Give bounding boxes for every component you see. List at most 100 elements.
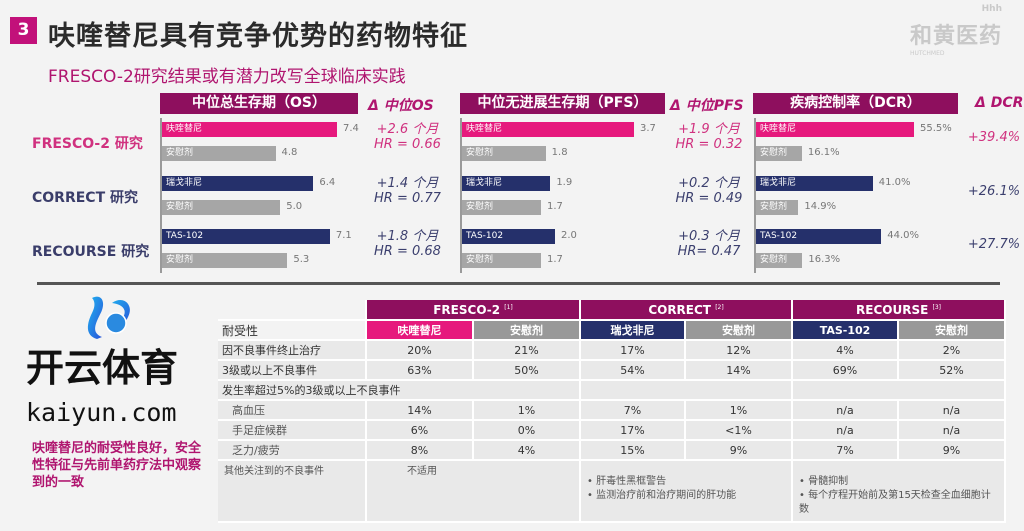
study-label-correct: CORRECT 研究 [32,190,138,206]
study-name: CORRECT [648,302,711,317]
delta-value: +0.3 个月 [678,229,740,244]
placebo-bar: 安慰剂 [162,253,288,268]
placebo-bar: 安慰剂 [756,253,803,268]
drug-value-label: 3.7 [640,123,656,134]
placebo-bar: 安慰剂 [162,200,281,215]
watermark-cn: 开云体育 [26,346,178,390]
bullet-item: • 监测治疗前和治疗期间的肝功能 [587,490,737,501]
delta-annotation: +1.8 个月 HR = 0.68 [370,229,445,259]
row-label: 高血压 [218,400,367,421]
delta-annotation: +0.2 个月 HR = 0.49 [670,176,748,206]
placebo-value-label: 5.3 [293,254,310,265]
other-ae-fresco2: 不适用 [366,460,581,523]
arm-header: 安慰剂 [685,320,793,341]
logo-en: HUTCHMED [909,50,945,57]
table-row: 因不良事件终止治疗 20% 21% 17% 12% 4% 2% [218,340,1006,361]
bullet-item: • 肝毒性黑框警告 [587,476,667,487]
table-row: 发生率超过5%的3级或以上不良事件 [218,380,1006,401]
table-row: 高血压 14% 1% 7% 1% n/a n/a [218,400,1006,421]
other-ae-correct: • 肝毒性黑框警告 • 监测治疗前和治疗期间的肝功能 [580,460,793,523]
bullet-text: 肝毒性黑框警告 [596,476,667,487]
other-ae-recourse: • 骨髓抑制 • 每个疗程开始前及第15天检查全血细胞计数 [792,460,1006,523]
drug-bar: 呋喹替尼 [462,122,634,137]
bullet-item: • 骨髓抑制 [799,476,849,487]
hutchmed-logo: Hhh 和黄医药 HUTCHMED [909,4,1002,57]
drug-bar: 瑞戈非尼 [756,176,873,191]
table-cell: 4% [792,340,899,361]
table-row: 3级或以上不良事件 63% 50% 54% 14% 69% 52% [218,360,1006,381]
row-label: 因不良事件终止治疗 [218,340,367,361]
delta-annotation: +26.1% [966,184,1022,199]
study-name: FRESCO-2 [433,302,501,317]
delta-value: +26.1% [967,184,1021,199]
section-divider [37,282,1000,285]
arm-header: 安慰剂 [473,320,581,341]
table-cell-empty [580,380,793,401]
study-header-fresco2: FRESCO-2 [1] [366,300,581,321]
placebo-value-label: 4.8 [281,147,298,158]
placebo-value-label: 1.7 [547,201,563,212]
table-cell: 17% [580,340,686,361]
placebo-value-label: 16.1% [807,147,840,158]
arm-header: 瑞戈非尼 [580,320,686,341]
drug-bar: 瑞戈非尼 [162,176,314,191]
delta-annotation: +27.7% [966,237,1022,252]
delta-annotation: +1.4 个月 HR = 0.77 [370,176,445,206]
table-cell: 14% [685,360,793,381]
table-cell: 52% [898,360,1006,381]
table-cell: 21% [473,340,581,361]
delta-value: +0.2 个月 [678,176,740,191]
study-ref: [1] [504,303,513,311]
placebo-bar: 安慰剂 [162,146,276,161]
drug-value-label: 7.4 [343,123,359,134]
chart-title: 疾病控制率（DCR） [753,93,958,114]
placebo-value-label: 14.9% [804,201,837,212]
bullet-text: 骨髓抑制 [808,476,849,487]
drug-value-label: 2.0 [560,230,577,241]
row-label: 手足症候群 [218,420,367,441]
chart-axis [460,118,462,273]
section-number-badge: 3 [10,17,37,44]
hazard-ratio: HR = 0.49 [675,191,743,206]
delta-column-title: Δ 中位OS [368,98,434,114]
table-cell: n/a [898,420,1006,441]
delta-value: +1.8 个月 [376,229,439,244]
chart-title: 中位无进展生存期（PFS） [460,93,665,114]
chart-axis [160,118,162,273]
delta-column-title: Δ DCR [975,95,1024,111]
delta-annotation: +1.9 个月 HR = 0.32 [670,122,748,152]
placebo-value-label: 1.7 [547,254,563,265]
table-cell: 1% [685,400,793,421]
table-corner [218,300,367,321]
placebo-value-label: 1.8 [551,147,568,158]
tolerability-table: FRESCO-2 [1] CORRECT [2] RECOURSE [3] 耐受… [218,300,1006,523]
study-ref: [3] [932,303,941,311]
kaiyun-watermark: 开云体育 kaiyun.com [22,293,214,437]
drug-value-label: 1.9 [556,177,573,188]
table-cell: 63% [366,360,474,381]
table-cell: 15% [580,440,686,461]
table-cell: 2% [898,340,1006,361]
drug-value-label: 44.0% [887,230,920,241]
chart-axis [754,118,756,273]
table-cell: n/a [792,420,899,441]
table-cell: 8% [366,440,474,461]
table-cell: 4% [473,440,581,461]
table-corner-label: 耐受性 [218,320,367,341]
placebo-bar: 安慰剂 [462,253,542,268]
hazard-ratio: HR = 0.77 [374,191,441,206]
table-cell: 12% [685,340,793,361]
watermark-en: kaiyun.com [26,398,177,427]
bullet-text: 监测治疗前和治疗期间的肝功能 [596,490,737,501]
table-cell-empty [792,380,1006,401]
drug-value-label: 55.5% [920,123,952,134]
hazard-ratio: HR = 0.68 [374,244,441,259]
drug-bar: TAS-102 [756,229,882,244]
study-name: RECOURSE [856,302,929,317]
table-cell: 17% [580,420,686,441]
placebo-bar: 安慰剂 [756,200,799,215]
delta-annotation: +2.6 个月 HR = 0.66 [370,122,445,152]
drug-bar: TAS-102 [162,229,330,244]
row-label: 3级或以上不良事件 [218,360,367,381]
drug-bar: TAS-102 [462,229,555,244]
